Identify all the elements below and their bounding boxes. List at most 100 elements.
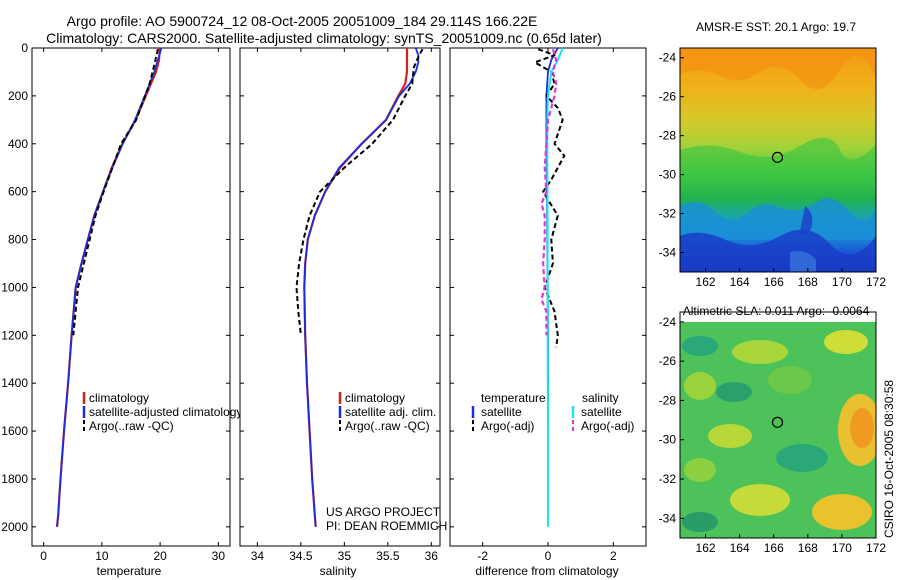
sla-high-patch bbox=[732, 340, 788, 364]
legend-label-sal-argo: Argo(-adj) bbox=[581, 419, 634, 433]
x-tick-label: 2 bbox=[610, 549, 617, 563]
longitude-tick-label: 162 bbox=[696, 275, 716, 289]
longitude-tick-label: 172 bbox=[866, 275, 886, 289]
depth-tick-label: 400 bbox=[8, 137, 28, 151]
depth-tick-label: 1000 bbox=[1, 280, 28, 294]
depth-tick-label: 0 bbox=[21, 41, 28, 55]
legend-label-temp-satellite: satellite bbox=[481, 405, 522, 419]
depth-tick-label: 1800 bbox=[1, 472, 28, 486]
sst-eddy bbox=[790, 251, 816, 272]
series-line bbox=[72, 49, 159, 336]
salinity-axis-ticks: 34 34.5 35 35.5 36 bbox=[251, 48, 439, 563]
sla-high-patch bbox=[708, 424, 752, 448]
x-tick-label: -2 bbox=[477, 549, 488, 563]
series-line bbox=[295, 48, 424, 336]
sla-map-frame bbox=[679, 311, 877, 539]
depth-tick-label: 800 bbox=[8, 233, 28, 247]
sla-low-patch bbox=[776, 444, 828, 472]
sst-cold-water bbox=[680, 229, 876, 272]
depth-tick-label: 1400 bbox=[1, 376, 28, 390]
csiro-timestamp: CSIRO 16-Oct-2005 08:30:58 bbox=[882, 380, 896, 538]
x-tick-label: 30 bbox=[212, 549, 226, 563]
sla-map-title: Altimetric SLA: 0.011 Argo: -0.0064 bbox=[683, 304, 870, 318]
sst-map-ticks: 162 164 166 168 170 172 -24 -26 -28 -30 -32 -34 bbox=[659, 51, 887, 289]
longitude-tick-label: 168 bbox=[798, 275, 818, 289]
latitude-tick-label: -24 bbox=[659, 51, 677, 65]
difference-panel: -2 0 2 temperature satellite Argo(-adj) sa… bbox=[449, 47, 647, 578]
legend-label-temp-argo: Argo(-adj) bbox=[481, 419, 534, 433]
temperature-panel: 0 200 400 600 800 1000 1200 1400 1600 1800 2000 0 1… bbox=[1, 41, 242, 578]
legend-label-climatology: climatology bbox=[345, 391, 405, 405]
figure-subtitle: Climatology: CARS2000. Satellite-adjuste… bbox=[46, 30, 602, 46]
difference-depth-ticks bbox=[450, 47, 646, 528]
sst-warm-patch bbox=[680, 48, 876, 89]
argo-float-marker bbox=[771, 151, 784, 163]
sla-high-patch bbox=[730, 484, 790, 516]
longitude-tick-label: 166 bbox=[764, 541, 784, 555]
depth-tick-label: 2000 bbox=[1, 520, 28, 534]
temperature-legend: climatology satellite-adjusted climatolo… bbox=[82, 391, 242, 433]
depth-axis-ticks: 0 200 400 600 800 1000 1200 1400 1600 1800 2000 bbox=[1, 41, 230, 534]
x-tick-label: 0 bbox=[545, 549, 552, 563]
legend-label-sal-satellite: satellite bbox=[581, 405, 622, 419]
temperature-profiles bbox=[55, 47, 163, 527]
salinity-axis-label: salinity bbox=[320, 564, 357, 578]
x-tick-label: 36 bbox=[425, 549, 439, 563]
longitude-tick-label: 162 bbox=[696, 541, 716, 555]
salinity-depth-ticks bbox=[240, 47, 440, 528]
temperature-axes-frame bbox=[31, 47, 231, 547]
legend-label-climatology: climatology bbox=[89, 391, 149, 405]
sst-map-panel: AMSR-E SST: 20.1 Argo: 19.7 162 164 166 168… bbox=[659, 20, 887, 289]
x-tick-label: 20 bbox=[153, 549, 167, 563]
x-tick-label: 34.5 bbox=[289, 549, 313, 563]
depth-tick-label: 1600 bbox=[1, 424, 28, 438]
latitude-tick-label: -26 bbox=[659, 90, 677, 104]
legend-label-satellite: satellite-adjusted climatology bbox=[89, 405, 242, 419]
sla-low-patch bbox=[682, 512, 718, 532]
salinity-axes-frame bbox=[239, 47, 441, 547]
latitude-tick-label: -34 bbox=[659, 511, 677, 525]
pi-annotation: PI: DEAN ROEMMICH bbox=[326, 519, 447, 533]
series-line bbox=[540, 48, 558, 336]
temperature-axis-label: temperature bbox=[97, 564, 162, 578]
difference-axis-ticks: -2 0 2 bbox=[477, 48, 617, 563]
x-tick-label: 34 bbox=[251, 549, 265, 563]
x-tick-label: 0 bbox=[40, 549, 47, 563]
latitude-tick-label: -28 bbox=[659, 129, 677, 143]
legend-label-satellite: satellite adj. clim. bbox=[345, 405, 436, 419]
sla-high-patch bbox=[684, 372, 716, 400]
x-tick-label: 35 bbox=[338, 549, 352, 563]
legend-header-temperature: temperature bbox=[481, 391, 546, 405]
series-line bbox=[303, 47, 420, 527]
legend-label-argo: Argo(..raw -QC) bbox=[89, 419, 174, 433]
series-line bbox=[56, 47, 163, 527]
sla-low-patch bbox=[716, 382, 752, 402]
salinity-legend: climatology satellite adj. clim. Argo(..… bbox=[338, 391, 436, 433]
depth-tick-label: 600 bbox=[8, 185, 28, 199]
difference-legend: temperature satellite Argo(-adj) salinit… bbox=[471, 391, 634, 433]
latitude-tick-label: -24 bbox=[659, 315, 677, 329]
sla-peak-patch bbox=[850, 408, 874, 448]
sst-map-title: AMSR-E SST: 20.1 Argo: 19.7 bbox=[696, 20, 856, 34]
temperature-axis-ticks: 0 10 20 30 bbox=[40, 48, 225, 563]
difference-axis-label: difference from climatology bbox=[475, 564, 618, 578]
legend-label-argo: Argo(..raw -QC) bbox=[345, 419, 430, 433]
salinity-profiles bbox=[295, 47, 424, 527]
longitude-tick-label: 164 bbox=[730, 275, 750, 289]
sst-map-frame bbox=[679, 47, 877, 273]
longitude-tick-label: 164 bbox=[730, 541, 750, 555]
longitude-tick-label: 172 bbox=[866, 541, 886, 555]
sst-filament bbox=[800, 206, 813, 234]
latitude-tick-label: -32 bbox=[659, 207, 677, 221]
x-tick-label: 10 bbox=[95, 549, 109, 563]
sst-cool-tongue bbox=[680, 197, 876, 240]
latitude-tick-label: -30 bbox=[659, 168, 677, 182]
longitude-tick-label: 170 bbox=[832, 541, 852, 555]
sla-mid-patch bbox=[684, 458, 716, 482]
salinity-panel: 34 34.5 35 35.5 36 climatology satellite adj… bbox=[239, 47, 447, 578]
sst-front bbox=[680, 137, 876, 178]
longitude-tick-label: 170 bbox=[832, 275, 852, 289]
project-annotation: US ARGO PROJECT bbox=[326, 505, 441, 519]
latitude-tick-label: -34 bbox=[659, 246, 677, 260]
